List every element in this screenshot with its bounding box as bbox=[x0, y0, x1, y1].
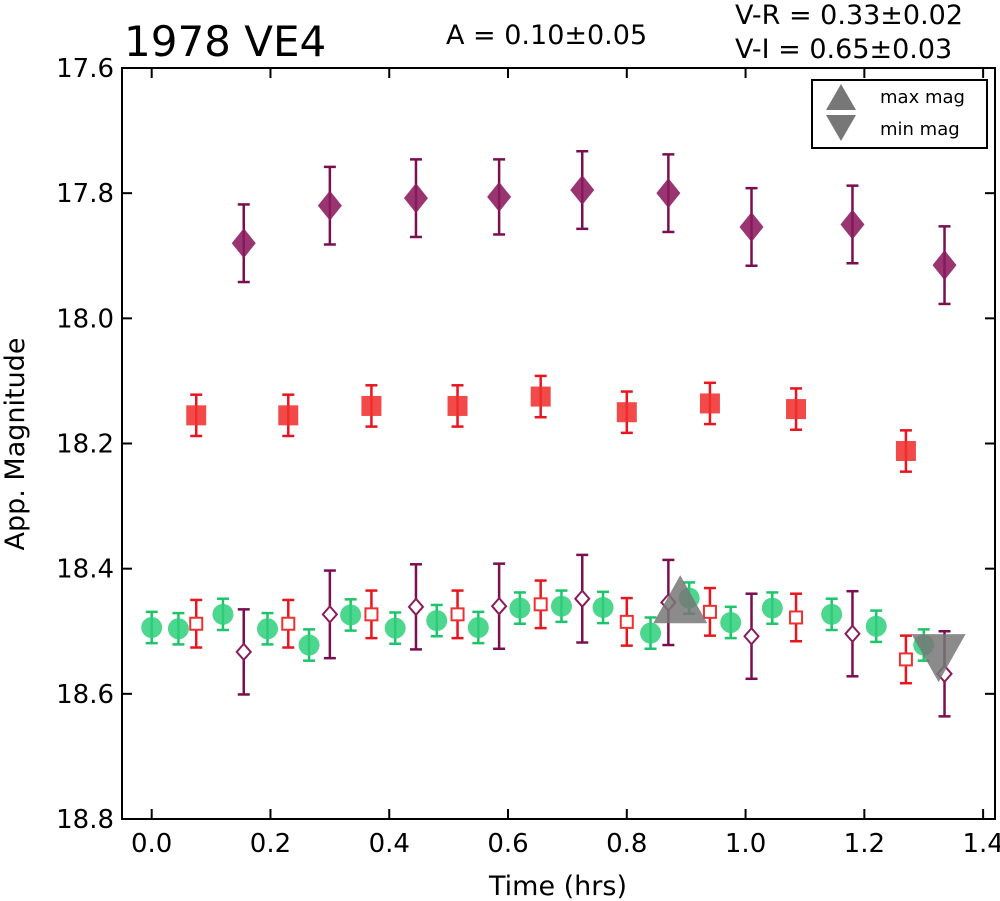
data-point-open-square bbox=[789, 610, 804, 625]
y-tick-label: 18.4 bbox=[56, 555, 114, 585]
data-point-open-square bbox=[364, 607, 379, 622]
data-point-open-square bbox=[189, 616, 204, 631]
max-mag-marker bbox=[653, 575, 708, 624]
data-point-circle bbox=[426, 610, 448, 632]
data-point-circle bbox=[761, 597, 783, 619]
legend-max-mag-label: max mag bbox=[880, 87, 965, 108]
data-point-square bbox=[616, 402, 637, 423]
data-point-square bbox=[361, 395, 382, 416]
x-axis-label: Time (hrs) bbox=[488, 871, 627, 901]
y-tick-label: 17.6 bbox=[56, 54, 114, 84]
data-point-circle bbox=[865, 615, 887, 637]
chart-marks bbox=[141, 149, 966, 718]
data-point-open-diamond bbox=[321, 604, 339, 624]
data-point-open-diamond bbox=[743, 626, 760, 646]
x-tick-label: 0.8 bbox=[606, 829, 647, 859]
y-tick-label: 18.2 bbox=[56, 430, 114, 460]
data-point-diamond bbox=[840, 209, 865, 240]
data-point-open-square bbox=[619, 614, 634, 629]
amplitude-label: A = 0.10±0.05 bbox=[446, 20, 647, 51]
min-mag-marker bbox=[911, 634, 966, 683]
legend-max-mag-marker bbox=[826, 84, 856, 110]
data-point-circle bbox=[467, 616, 489, 638]
data-point-circle bbox=[550, 595, 572, 617]
data-point-diamond bbox=[932, 250, 957, 281]
data-point-open-square bbox=[533, 597, 548, 612]
data-point-square bbox=[530, 386, 551, 407]
y-tick-label: 18.6 bbox=[56, 680, 114, 710]
x-tick-label: 1.2 bbox=[844, 829, 885, 859]
chart-axes: 0.0 0.2 0.4 0.6 0.8 1.0 1.2 1.4 17.6 17.8 18.0 18.2… bbox=[56, 54, 1000, 859]
data-point-square bbox=[895, 441, 916, 462]
data-point-open-square bbox=[281, 616, 296, 631]
legend: max mag min mag bbox=[811, 79, 988, 149]
data-point-circle bbox=[298, 634, 320, 656]
x-tick-label: 1.0 bbox=[725, 829, 766, 859]
data-point-open-square bbox=[450, 607, 465, 622]
data-point-square bbox=[186, 405, 207, 426]
data-point-open-diamond bbox=[844, 624, 861, 644]
color-vi-label: V-I = 0.65±0.03 bbox=[735, 34, 952, 65]
data-point-open-square bbox=[898, 652, 913, 667]
data-point-circle bbox=[640, 622, 662, 644]
data-point-open-diamond bbox=[490, 596, 508, 616]
data-point-open-diamond bbox=[235, 642, 253, 662]
color-vr-label: V-R = 0.33±0.02 bbox=[735, 0, 963, 31]
y-tick-label: 17.8 bbox=[56, 179, 114, 209]
data-point-circle bbox=[384, 617, 406, 639]
x-tick-label: 0.0 bbox=[131, 829, 172, 859]
data-point-square bbox=[786, 399, 807, 420]
x-tick-label: 1.4 bbox=[962, 829, 1000, 859]
data-point-circle bbox=[167, 618, 189, 640]
data-point-diamond bbox=[570, 175, 595, 206]
data-point-open-diamond bbox=[407, 597, 425, 617]
y-axis-label: App. Magnitude bbox=[0, 338, 31, 551]
data-point-open-diamond bbox=[573, 589, 591, 609]
y-tick-label: 18.0 bbox=[56, 304, 114, 334]
data-point-diamond bbox=[403, 183, 428, 214]
data-point-diamond bbox=[231, 228, 256, 259]
y-tick-label: 18.8 bbox=[56, 805, 114, 835]
plot-frame bbox=[121, 67, 996, 820]
data-point-circle bbox=[257, 618, 278, 640]
data-point-circle bbox=[340, 604, 362, 626]
data-point-circle bbox=[509, 597, 531, 619]
data-point-circle bbox=[212, 603, 234, 625]
legend-min-mag-label: min mag bbox=[880, 119, 960, 140]
legend-min-mag-marker bbox=[826, 115, 856, 141]
chart-title: 1978 VE4 bbox=[124, 17, 326, 66]
data-point-circle bbox=[141, 616, 163, 638]
data-point-circle bbox=[821, 603, 843, 625]
data-point-diamond bbox=[656, 178, 681, 209]
data-point-square bbox=[278, 405, 299, 426]
data-point-diamond bbox=[739, 211, 764, 242]
x-tick-label: 0.6 bbox=[487, 829, 528, 859]
data-point-circle bbox=[592, 596, 614, 618]
data-point-circle bbox=[720, 611, 742, 633]
data-point-diamond bbox=[317, 190, 342, 221]
data-point-diamond bbox=[487, 181, 512, 212]
data-point-square bbox=[447, 395, 468, 416]
data-point-open-square bbox=[702, 604, 717, 619]
x-tick-label: 0.2 bbox=[250, 829, 291, 859]
data-point-square bbox=[699, 393, 720, 414]
x-tick-label: 0.4 bbox=[369, 829, 410, 859]
